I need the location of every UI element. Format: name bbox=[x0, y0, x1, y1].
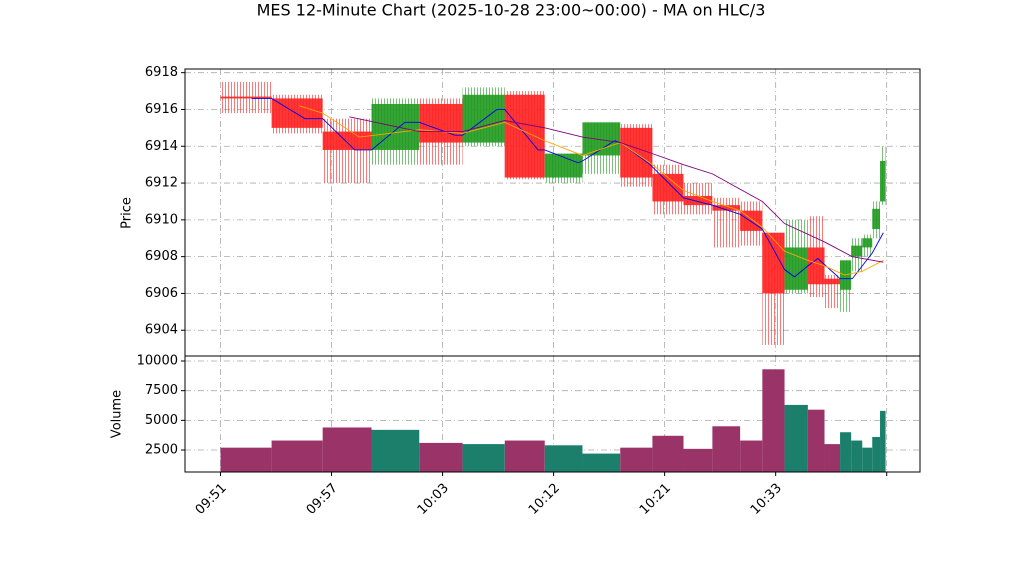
y-tick-label: 10000 bbox=[137, 353, 178, 368]
candle-body bbox=[220, 96, 272, 99]
volume-bar bbox=[880, 410, 886, 472]
y-axis-label: Volume bbox=[110, 390, 125, 438]
candle-body bbox=[872, 208, 881, 230]
candle-body bbox=[504, 94, 545, 178]
volume-bar bbox=[712, 426, 741, 472]
volume-bar bbox=[840, 432, 852, 472]
volume-bar bbox=[762, 369, 785, 472]
candle-body bbox=[620, 127, 653, 178]
y-axis-label: Price bbox=[120, 197, 135, 229]
volume-bar bbox=[807, 409, 825, 472]
candle-body bbox=[582, 122, 621, 156]
volume-bar bbox=[582, 453, 621, 472]
y-tick-label: 2500 bbox=[145, 443, 178, 458]
candle-body bbox=[652, 173, 684, 202]
volume-bar bbox=[271, 440, 323, 472]
y-tick-label: 6906 bbox=[145, 286, 178, 301]
candle-body bbox=[862, 238, 873, 248]
candle-body bbox=[851, 245, 863, 257]
y-tick-label: 6918 bbox=[145, 65, 178, 80]
axes-frame bbox=[184, 355, 921, 473]
y-tick-label: 6912 bbox=[145, 176, 178, 191]
ma-line bbox=[299, 105, 884, 276]
chart-title: MES 12-Minute Chart (2025-10-28 23:00~00… bbox=[257, 1, 766, 20]
candle-body bbox=[462, 94, 505, 143]
x-tick-label: 10:33 bbox=[748, 481, 785, 518]
volume-bar bbox=[652, 435, 684, 472]
x-tick-label: 09:57 bbox=[304, 481, 341, 518]
y-tick-label: 6914 bbox=[145, 139, 178, 154]
x-tick-label: 10:03 bbox=[415, 481, 452, 518]
candle-body bbox=[544, 153, 583, 178]
volume-bar bbox=[544, 445, 583, 472]
y-tick-label: 7500 bbox=[145, 383, 178, 398]
volume-bar bbox=[371, 429, 420, 472]
volume-bar bbox=[322, 427, 372, 472]
volume-bar bbox=[862, 447, 873, 472]
volume-bar bbox=[824, 444, 841, 472]
ma-line bbox=[349, 116, 884, 263]
candle-body bbox=[322, 131, 372, 150]
volume-bar bbox=[419, 442, 463, 472]
y-tick-label: 6908 bbox=[145, 249, 178, 264]
candle-body bbox=[807, 247, 825, 285]
candle-wick bbox=[322, 118, 372, 184]
volume-bar bbox=[220, 447, 272, 472]
y-tick-label: 6904 bbox=[145, 323, 178, 338]
candle-body bbox=[880, 160, 886, 202]
x-tick-label: 09:51 bbox=[193, 481, 230, 518]
ma-line bbox=[251, 97, 884, 280]
volume-bar bbox=[872, 436, 881, 472]
volume-bar bbox=[784, 404, 808, 472]
x-tick-label: 10:12 bbox=[526, 481, 563, 518]
candle-body bbox=[712, 205, 741, 211]
volume-bar bbox=[683, 448, 713, 472]
candle-body bbox=[762, 232, 785, 294]
volume-bar bbox=[851, 440, 863, 472]
volume-bar bbox=[504, 440, 545, 472]
candle-body bbox=[683, 195, 713, 206]
y-tick-label: 5000 bbox=[145, 413, 178, 428]
y-tick-label: 6916 bbox=[145, 102, 178, 117]
volume-bar bbox=[740, 440, 763, 472]
volume-bar bbox=[620, 447, 653, 472]
y-tick-label: 6910 bbox=[145, 212, 178, 227]
candle-body bbox=[419, 103, 463, 143]
x-tick-label: 10:21 bbox=[637, 481, 674, 518]
candle-body bbox=[824, 278, 841, 285]
volume-bar bbox=[462, 444, 505, 472]
